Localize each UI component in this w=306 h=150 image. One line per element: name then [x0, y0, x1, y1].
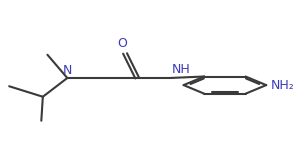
- Text: N: N: [63, 64, 72, 77]
- Text: NH: NH: [171, 63, 190, 76]
- Text: NH₂: NH₂: [271, 79, 295, 92]
- Text: O: O: [118, 37, 127, 50]
